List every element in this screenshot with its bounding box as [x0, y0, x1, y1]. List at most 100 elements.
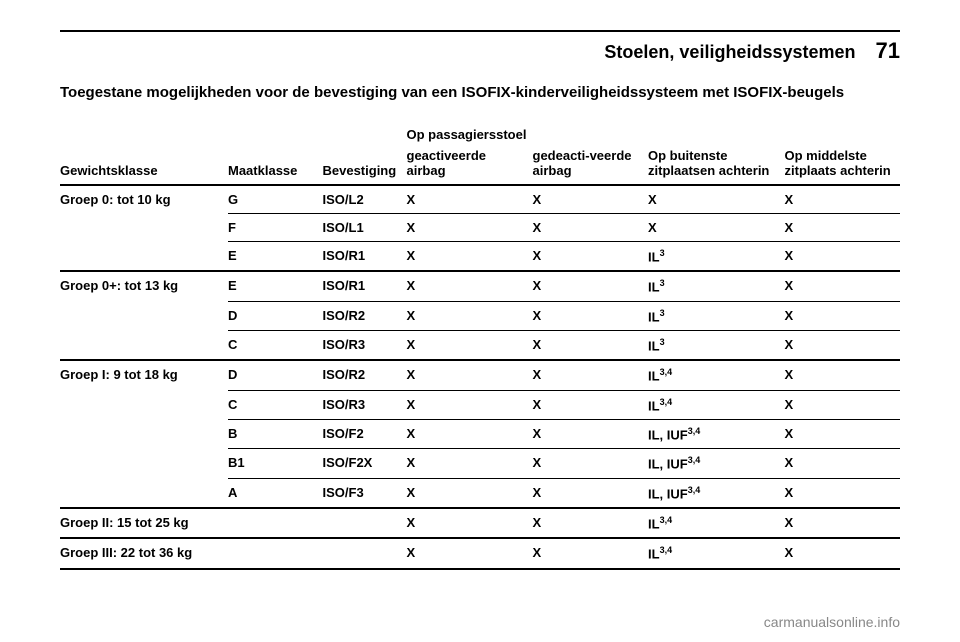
activated-airbag-cell: X — [407, 301, 533, 330]
deactivated-airbag-cell: X — [533, 185, 649, 214]
middle-rear-cell: X — [785, 214, 901, 242]
deactivated-airbag-cell: X — [533, 419, 649, 448]
activated-airbag-cell: X — [407, 419, 533, 448]
outer-rear-cell: X — [648, 214, 785, 242]
activated-airbag-cell: X — [407, 271, 533, 301]
deactivated-airbag-cell: X — [533, 508, 649, 538]
middle-rear-cell: X — [785, 478, 901, 508]
page-header: Stoelen, veiligheidssystemen 71 — [60, 38, 900, 64]
deactivated-airbag-cell: X — [533, 242, 649, 272]
fix-cell: ISO/R1 — [323, 242, 407, 272]
weight-class-cell: Groep 0+: tot 13 kg — [60, 271, 228, 360]
outer-rear-cell: IL3 — [648, 271, 785, 301]
size-cell: A — [228, 478, 323, 508]
size-cell: E — [228, 242, 323, 272]
col-middle-rear: Op middelste zitplaats achterin — [785, 123, 901, 185]
middle-rear-cell: X — [785, 449, 901, 478]
fix-cell — [323, 508, 407, 538]
deactivated-airbag-cell: X — [533, 390, 649, 419]
col-passenger-seat: Op passagiersstoel — [407, 123, 649, 144]
weight-class-cell: Groep II: 15 tot 25 kg — [60, 508, 228, 538]
middle-rear-cell: X — [785, 185, 901, 214]
fix-cell: ISO/R3 — [323, 330, 407, 360]
fix-cell: ISO/R2 — [323, 360, 407, 390]
fix-cell — [323, 538, 407, 568]
section-title: Stoelen, veiligheidssystemen — [604, 42, 855, 63]
outer-rear-cell: IL3,4 — [648, 390, 785, 419]
fix-cell: ISO/L1 — [323, 214, 407, 242]
size-cell: C — [228, 390, 323, 419]
col-weight-class: Gewichtsklasse — [60, 123, 228, 185]
activated-airbag-cell: X — [407, 508, 533, 538]
deactivated-airbag-cell: X — [533, 478, 649, 508]
size-cell — [228, 508, 323, 538]
fix-cell: ISO/R2 — [323, 301, 407, 330]
size-cell: G — [228, 185, 323, 214]
table-row: Groep III: 22 tot 36 kgXXIL3,4X — [60, 538, 900, 568]
middle-rear-cell: X — [785, 390, 901, 419]
fix-cell: ISO/R3 — [323, 390, 407, 419]
weight-class-cell: Groep I: 9 tot 18 kg — [60, 360, 228, 508]
activated-airbag-cell: X — [407, 478, 533, 508]
deactivated-airbag-cell: X — [533, 271, 649, 301]
outer-rear-cell: IL3 — [648, 301, 785, 330]
fix-cell: ISO/R1 — [323, 271, 407, 301]
watermark: carmanualsonline.info — [764, 614, 900, 630]
outer-rear-cell: IL3 — [648, 242, 785, 272]
size-cell: C — [228, 330, 323, 360]
activated-airbag-cell: X — [407, 214, 533, 242]
fix-cell: ISO/F2 — [323, 419, 407, 448]
activated-airbag-cell: X — [407, 242, 533, 272]
outer-rear-cell: IL3 — [648, 330, 785, 360]
middle-rear-cell: X — [785, 360, 901, 390]
col-deactivated-airbag: gedeacti-veerde airbag — [533, 144, 649, 185]
weight-class-cell: Groep III: 22 tot 36 kg — [60, 538, 228, 568]
outer-rear-cell: IL, IUF3,4 — [648, 449, 785, 478]
size-cell: E — [228, 271, 323, 301]
size-cell: B1 — [228, 449, 323, 478]
deactivated-airbag-cell: X — [533, 330, 649, 360]
middle-rear-cell: X — [785, 508, 901, 538]
activated-airbag-cell: X — [407, 185, 533, 214]
outer-rear-cell: IL, IUF3,4 — [648, 419, 785, 448]
middle-rear-cell: X — [785, 242, 901, 272]
table-row: Groep 0+: tot 13 kgEISO/R1XXIL3X — [60, 271, 900, 301]
size-cell — [228, 538, 323, 568]
middle-rear-cell: X — [785, 271, 901, 301]
fix-cell: ISO/L2 — [323, 185, 407, 214]
table-row: Groep 0: tot 10 kgGISO/L2XXXX — [60, 185, 900, 214]
middle-rear-cell: X — [785, 538, 901, 568]
outer-rear-cell: IL3,4 — [648, 508, 785, 538]
deactivated-airbag-cell: X — [533, 360, 649, 390]
deactivated-airbag-cell: X — [533, 301, 649, 330]
deactivated-airbag-cell: X — [533, 449, 649, 478]
col-fixation: Bevestiging — [323, 123, 407, 185]
fix-cell: ISO/F3 — [323, 478, 407, 508]
table-row: Groep II: 15 tot 25 kgXXIL3,4X — [60, 508, 900, 538]
activated-airbag-cell: X — [407, 390, 533, 419]
deactivated-airbag-cell: X — [533, 214, 649, 242]
fix-cell: ISO/F2X — [323, 449, 407, 478]
activated-airbag-cell: X — [407, 538, 533, 568]
deactivated-airbag-cell: X — [533, 538, 649, 568]
page-number: 71 — [876, 38, 900, 64]
size-cell: D — [228, 360, 323, 390]
middle-rear-cell: X — [785, 330, 901, 360]
outer-rear-cell: X — [648, 185, 785, 214]
weight-class-cell: Groep 0: tot 10 kg — [60, 185, 228, 271]
table-caption: Toegestane mogelijkheden voor de bevesti… — [60, 82, 900, 103]
outer-rear-cell: IL, IUF3,4 — [648, 478, 785, 508]
middle-rear-cell: X — [785, 419, 901, 448]
activated-airbag-cell: X — [407, 330, 533, 360]
activated-airbag-cell: X — [407, 449, 533, 478]
col-outer-rear: Op buitenste zitplaatsen achterin — [648, 123, 785, 185]
middle-rear-cell: X — [785, 301, 901, 330]
col-activated-airbag: geactiveerde airbag — [407, 144, 533, 185]
table-row: Groep I: 9 tot 18 kgDISO/R2XXIL3,4X — [60, 360, 900, 390]
isofix-table: Gewichtsklasse Maatklasse Bevestiging Op… — [60, 123, 900, 570]
col-size-class: Maatklasse — [228, 123, 323, 185]
size-cell: B — [228, 419, 323, 448]
size-cell: F — [228, 214, 323, 242]
outer-rear-cell: IL3,4 — [648, 360, 785, 390]
outer-rear-cell: IL3,4 — [648, 538, 785, 568]
